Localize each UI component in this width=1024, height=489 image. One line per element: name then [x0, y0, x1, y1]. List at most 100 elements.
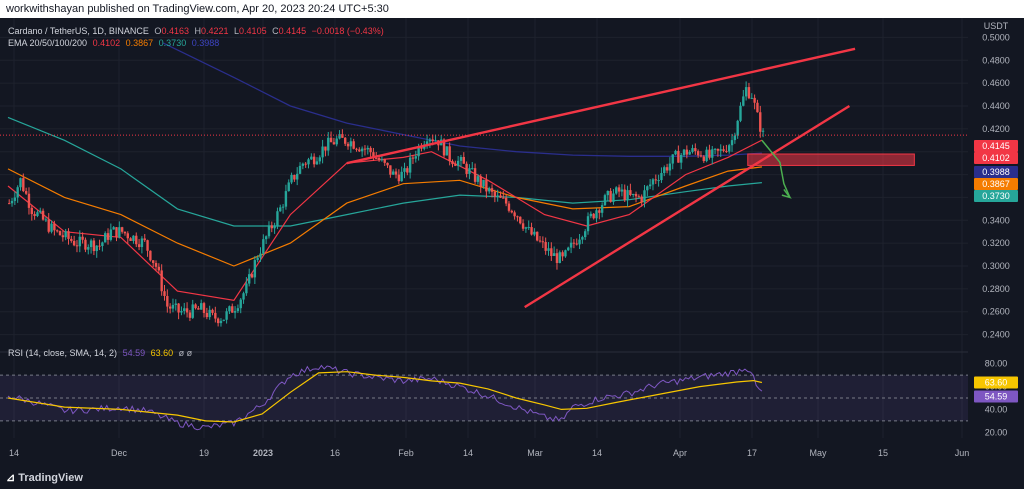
- candle-body: [332, 142, 336, 145]
- candle-body: [47, 219, 50, 232]
- candle-body: [584, 231, 587, 238]
- rsi-sma-line: [7, 371, 763, 423]
- open-label: O: [154, 26, 162, 36]
- time-tick-label: Mar: [527, 448, 543, 458]
- candle-body: [273, 225, 276, 229]
- candle-body: [250, 274, 254, 278]
- candle-body: [473, 168, 477, 182]
- candle-body: [640, 196, 643, 203]
- candle-body: [197, 308, 200, 310]
- ema200-line: [163, 42, 762, 157]
- candle-body: [756, 102, 759, 113]
- candle-body: [377, 157, 381, 161]
- candle-body: [341, 134, 344, 138]
- rsi-tail: ø ø: [178, 348, 193, 358]
- candle-body: [578, 239, 581, 245]
- candle-body: [456, 160, 460, 166]
- candle-body: [191, 304, 194, 318]
- price-badge: [974, 166, 1018, 178]
- rsi-badge: [974, 376, 1018, 389]
- candle-body: [36, 212, 39, 216]
- candle-body: [318, 157, 321, 162]
- candle-body: [264, 236, 268, 240]
- candle-body: [586, 216, 590, 232]
- candle-body: [296, 173, 299, 180]
- candle-body: [538, 240, 542, 242]
- candle-body: [569, 242, 573, 248]
- candle-body: [98, 245, 101, 247]
- candle-body: [10, 200, 14, 204]
- candle-body: [417, 146, 420, 157]
- candle-body: [375, 157, 378, 159]
- candle-body: [521, 223, 525, 229]
- ema-label: EMA 20/50/100/200: [8, 38, 88, 48]
- axes: USDT0.50000.48000.46000.44000.42000.4000…: [9, 18, 1024, 466]
- price-badge: [974, 140, 1018, 152]
- candle-body: [95, 245, 98, 252]
- candle-body: [696, 151, 700, 156]
- candle-body: [24, 191, 28, 194]
- candle-body: [705, 149, 708, 162]
- candle-body: [310, 156, 313, 160]
- candle-body: [454, 164, 457, 166]
- candle-body: [109, 229, 113, 240]
- candle-body: [154, 262, 158, 267]
- candle-body: [301, 163, 305, 166]
- candle-body: [225, 311, 228, 320]
- currency-label: USDT: [984, 21, 1009, 31]
- time-tick-label: 17: [747, 448, 757, 458]
- time-tick-label: 15: [878, 448, 888, 458]
- price-badge-label: 0.3988: [982, 167, 1010, 177]
- candle-body: [324, 146, 327, 151]
- candle-body: [629, 190, 632, 196]
- price-badge-label: 0.4102: [982, 153, 1010, 163]
- candle-body: [293, 174, 296, 180]
- price-tick-label: 0.2800: [982, 284, 1010, 294]
- chart-canvas[interactable]: USDT0.50000.48000.46000.44000.42000.4000…: [0, 18, 1024, 466]
- candle-body: [519, 216, 522, 224]
- tradingview-logo[interactable]: ⊿ TradingView: [6, 471, 83, 484]
- candle-body: [211, 309, 214, 313]
- candle-body: [168, 306, 172, 309]
- candle-body: [648, 184, 652, 187]
- candle-body: [200, 303, 203, 310]
- candle-body: [372, 152, 375, 158]
- candle-body: [425, 141, 429, 145]
- candle-body: [146, 240, 149, 251]
- candle-body: [442, 139, 446, 156]
- candle-body: [386, 162, 389, 166]
- projection-arrow: [761, 139, 791, 198]
- candle-body: [298, 165, 302, 174]
- rsi-label: RSI (14, close, SMA, 14, 2): [8, 348, 118, 358]
- close-value: 0.4145: [278, 26, 307, 36]
- time-tick-label: 2023: [253, 448, 273, 458]
- candle-body: [307, 159, 310, 165]
- candle-body: [665, 167, 669, 171]
- ema200-value: 0.3988: [191, 38, 220, 48]
- candle-body: [160, 270, 163, 292]
- candle-body: [137, 244, 141, 248]
- candle-body: [33, 214, 36, 216]
- price-tick-label: 0.4400: [982, 101, 1010, 111]
- candle-body: [112, 227, 115, 230]
- time-tick-label: 19: [199, 448, 209, 458]
- candle-body: [558, 252, 561, 263]
- time-tick-label: 14: [463, 448, 473, 458]
- ema50-path: [7, 166, 762, 267]
- candle-body: [716, 148, 720, 151]
- candle-body: [725, 150, 728, 152]
- candle-body: [682, 149, 686, 155]
- candle-body: [502, 197, 505, 199]
- candle-body: [166, 296, 169, 307]
- candle-body: [8, 203, 11, 205]
- candle-body: [615, 187, 618, 194]
- candle-body: [414, 156, 417, 159]
- candle-body: [392, 171, 395, 175]
- candle-body: [434, 140, 437, 142]
- candle-body: [87, 247, 90, 250]
- candle-body: [78, 236, 81, 247]
- candle-body: [488, 188, 491, 192]
- candle-body: [19, 178, 22, 188]
- rsi-value: 54.59: [122, 348, 146, 358]
- rsi-pane: [0, 364, 968, 431]
